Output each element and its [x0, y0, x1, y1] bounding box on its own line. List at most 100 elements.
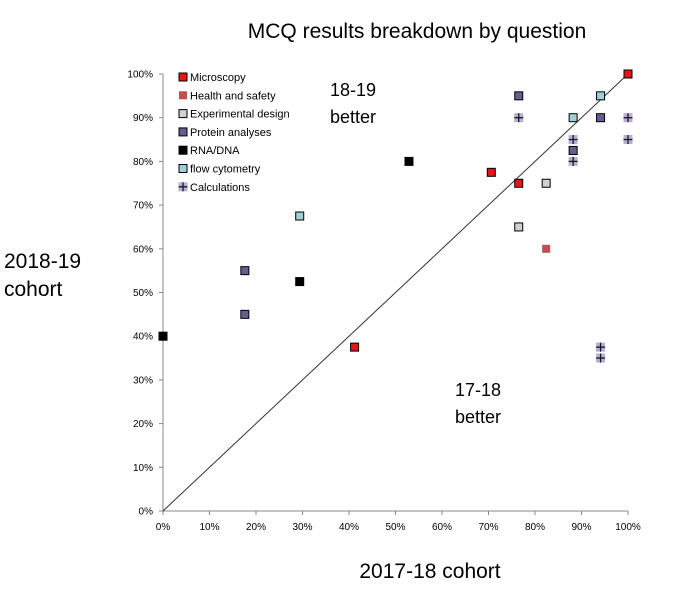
series-rna-dna [158, 156, 414, 341]
data-point [514, 178, 524, 188]
legend-swatch [178, 109, 188, 119]
y-tick-label: 50% [133, 288, 153, 299]
data-point [568, 145, 578, 155]
data-point [568, 156, 578, 166]
data-point-marker [596, 113, 606, 123]
data-point [596, 113, 606, 123]
x-tick-label: 70% [478, 522, 498, 533]
data-point-marker [514, 178, 524, 188]
data-point-marker [541, 178, 551, 188]
data-point [568, 113, 578, 123]
x-tick-label: 100% [615, 522, 641, 533]
y-axis-label: 2018-19 cohort [4, 248, 81, 304]
data-point-marker [158, 331, 168, 341]
annotation-line: better [330, 107, 377, 127]
x-tick-label: 0% [156, 522, 171, 533]
y-tick-label: 40% [133, 332, 153, 343]
data-point [240, 309, 250, 319]
data-point [514, 91, 524, 101]
legend-swatch [178, 127, 188, 137]
x-tick-label: 50% [385, 522, 405, 533]
reference-line [162, 73, 629, 512]
data-point [623, 113, 633, 123]
x-tick-label: 30% [292, 522, 312, 533]
y-tick-label: 70% [133, 201, 153, 212]
y-tick-label: 30% [133, 375, 153, 386]
data-point-marker [568, 113, 578, 123]
data-point [623, 69, 633, 79]
data-point [596, 91, 606, 101]
legend-item: RNA/DNA [178, 145, 240, 157]
data-point [350, 342, 360, 352]
data-point [542, 244, 551, 253]
legend-label: Calculations [190, 182, 250, 194]
chart-title: MCQ results breakdown by question [247, 20, 587, 43]
data-point-marker [568, 145, 578, 155]
annotation-line: 18-19 [330, 80, 377, 100]
annotation-lower: 17-18 better [455, 377, 501, 431]
data-point-marker [240, 266, 250, 276]
legend-swatch [178, 164, 188, 173]
data-point-marker [404, 156, 414, 166]
data-point [404, 156, 414, 166]
x-tick-label: 10% [199, 522, 219, 533]
data-point-marker [596, 91, 606, 101]
x-tick-label: 80% [525, 522, 545, 533]
x-tick-label: 90% [571, 522, 591, 533]
series-calculations [514, 113, 633, 363]
data-point-marker [623, 69, 633, 79]
data-point [514, 113, 524, 123]
legend-item: Health and safety [179, 90, 276, 102]
data-point-marker [350, 342, 360, 352]
y-tick-label: 20% [133, 419, 153, 430]
y-tick-label: 80% [133, 157, 153, 168]
data-point-marker [295, 211, 305, 221]
data-point [240, 266, 250, 276]
legend-label: Health and safety [190, 90, 276, 102]
data-point [596, 342, 606, 352]
legend-swatch [178, 72, 188, 82]
x-tick-label: 20% [246, 522, 266, 533]
y-axis-label-line: cohort [4, 278, 63, 301]
data-point-marker [240, 309, 250, 319]
y-axis-label-line: 2018-19 [4, 250, 82, 273]
y-tick-label: 10% [133, 463, 153, 474]
y-tick-label: 0% [139, 507, 154, 518]
series-experimental-design [514, 178, 551, 232]
data-point [486, 167, 496, 177]
legend-item: Experimental design [178, 109, 290, 121]
data-point-marker [542, 244, 551, 253]
legend-item: flow cytometry [178, 164, 261, 176]
x-tick-label: 60% [432, 522, 452, 533]
data-point [158, 331, 168, 341]
legend-label: Experimental design [190, 109, 290, 121]
legend-label: Microscopy [190, 72, 246, 84]
y-tick-label: 60% [133, 244, 153, 255]
series-microscopy [350, 69, 633, 352]
legend-swatch [179, 91, 187, 100]
series-flow-cytometry [295, 91, 606, 221]
series-health-and-safety [542, 244, 551, 253]
data-point [295, 211, 305, 221]
legend-item: Calculations [178, 182, 250, 194]
legend-label: Protein analyses [190, 127, 272, 139]
data-point-marker [514, 222, 524, 232]
data-point [295, 277, 305, 287]
data-point [568, 135, 578, 145]
annotation-upper: 18-19 better [330, 77, 376, 131]
data-point [514, 222, 524, 232]
y-tick-label: 90% [133, 113, 153, 124]
legend-item: Microscopy [178, 72, 246, 84]
series-protein-analyses [240, 91, 606, 319]
data-point [623, 135, 633, 145]
data-point-marker [486, 167, 496, 177]
annotation-line: 17-18 [455, 380, 502, 400]
data-point-marker [514, 91, 524, 101]
data-point-marker [295, 277, 305, 287]
legend-label: flow cytometry [190, 164, 261, 176]
y-tick-label: 100% [127, 70, 153, 81]
annotation-line: better [455, 407, 502, 427]
legend-label: RNA/DNA [190, 145, 240, 157]
